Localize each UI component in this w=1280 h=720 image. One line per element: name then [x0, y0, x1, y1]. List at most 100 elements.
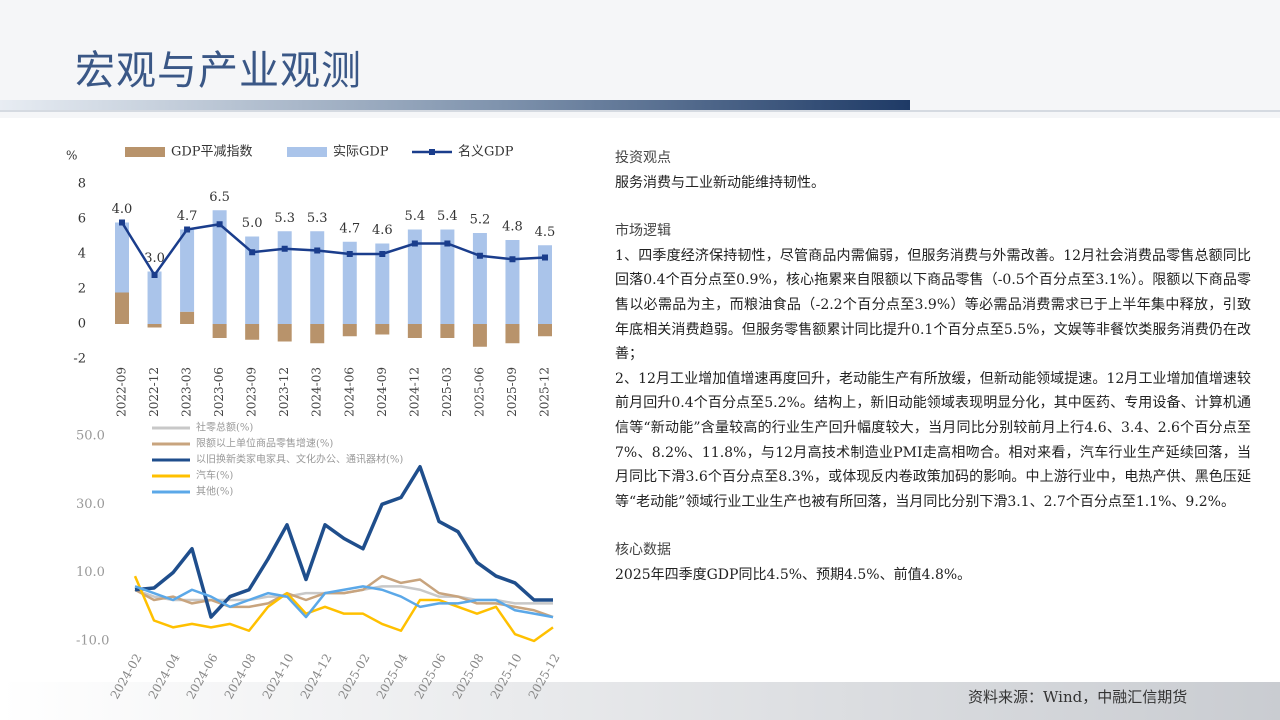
legend-label: 其他(%) — [196, 485, 233, 498]
bar — [212, 324, 227, 338]
bar — [538, 245, 552, 324]
y-axis-label: % — [66, 149, 77, 163]
x-tick-label: 2023-09 — [245, 367, 259, 417]
paragraph: 1、四季度经济保持韧性，尽管商品内需偏弱，但服务消费与外需改善。12月社会消费品… — [615, 247, 1251, 363]
legend-label: GDP平减指数 — [171, 145, 253, 160]
x-tick-label: 2023-03 — [180, 367, 194, 417]
line — [134, 574, 554, 619]
footer-band — [0, 682, 1280, 720]
paragraph: 2、12月工业增加值增速再度回升，老动能生产有所放缓，但新动能领域提速。12月工… — [615, 370, 1251, 510]
value-label: 4.7 — [339, 221, 360, 236]
line-point — [119, 219, 125, 226]
line-point — [281, 245, 288, 252]
line-point — [346, 251, 353, 257]
bar — [342, 241, 357, 324]
legend-swatch — [429, 149, 435, 155]
y-tick-label: -10.0 — [76, 634, 109, 649]
x-tick-label: 2022-12 — [147, 367, 161, 417]
bar — [407, 229, 422, 324]
bar — [472, 233, 487, 324]
x-tick-label: 2025-12 — [538, 367, 552, 417]
line-point — [509, 256, 516, 263]
y-tick-label: 2 — [78, 282, 86, 297]
line — [133, 575, 554, 643]
x-tick-label: 2024-12 — [407, 367, 421, 417]
bar — [147, 271, 162, 324]
source-note: 资料来源：Wind，中融汇信期货 — [968, 688, 1188, 706]
section-heading: 市场逻辑 — [615, 223, 671, 240]
y-tick-label: -2 — [73, 352, 86, 367]
value-label: 4.5 — [535, 225, 556, 240]
bar — [147, 324, 162, 328]
bar — [180, 311, 195, 324]
x-tick-label: 2023-06 — [212, 367, 226, 417]
line — [120, 221, 546, 278]
bar — [245, 324, 260, 340]
x-tick-label: 2025-06 — [472, 367, 486, 417]
line-point — [314, 247, 321, 254]
bar — [310, 231, 325, 324]
bar — [375, 243, 390, 324]
y-tick-label: 4 — [78, 247, 86, 262]
value-label: 4.0 — [112, 202, 133, 217]
header-band — [0, 100, 910, 110]
bar — [245, 236, 260, 324]
value-label: 5.4 — [405, 209, 426, 224]
legend-swatch — [125, 147, 165, 157]
y-tick-label: 30.0 — [76, 497, 105, 512]
bar — [277, 324, 292, 342]
line-point — [411, 240, 418, 247]
paragraph: 服务消费与工业新动能维持韧性。 — [615, 174, 825, 191]
line-point — [249, 249, 256, 256]
x-tick-label: 2023-12 — [277, 367, 291, 417]
bar — [472, 324, 487, 347]
bar — [115, 222, 129, 293]
slide-title: 宏观与产业观测 — [75, 48, 362, 94]
x-tick-label: 2022-09 — [115, 367, 129, 417]
section-heading: 核心数据 — [615, 542, 671, 559]
legend-label: 社零总额(%) — [196, 421, 253, 434]
legend-label: 实际GDP — [333, 145, 389, 160]
value-label: 5.3 — [274, 211, 295, 226]
y-tick-label: 6 — [78, 212, 86, 227]
line — [134, 585, 554, 619]
paragraph: 2025年四季度GDP同比4.5%、预期4.5%、前值4.8%。 — [615, 566, 972, 583]
line-point — [444, 240, 451, 247]
line-point — [184, 226, 191, 233]
bar — [440, 229, 455, 324]
line-point — [542, 254, 548, 261]
legend-swatch — [287, 147, 327, 157]
bar — [407, 324, 422, 338]
value-label: 5.3 — [307, 211, 328, 226]
bar — [505, 240, 520, 324]
y-tick-label: 8 — [78, 177, 86, 192]
legend-label: 限额以上单位商品零售增速(%) — [196, 437, 333, 450]
bar — [310, 324, 325, 344]
header-rule — [0, 110, 1280, 112]
text-panel: 投资观点 服务消费与工业新动能维持韧性。 市场逻辑 1、四季度经济保持韧性，尽管… — [615, 146, 1251, 588]
line-point — [151, 272, 158, 278]
value-label: 6.5 — [209, 190, 230, 205]
legend-label: 名义GDP — [458, 144, 514, 160]
x-tick-label: 2024-03 — [310, 367, 324, 417]
section-heading: 投资观点 — [615, 150, 671, 166]
x-tick-label: 2024-09 — [375, 367, 389, 417]
x-tick-label: 2024-06 — [342, 367, 356, 417]
y-tick-label: 50.0 — [76, 429, 105, 444]
line-point — [476, 252, 483, 259]
bar — [375, 324, 390, 335]
legend-label: 以旧换新类家电家具、文化办公、通讯器材(%) — [196, 453, 403, 466]
value-label: 4.8 — [502, 220, 523, 235]
bar — [180, 229, 195, 312]
line-point — [379, 251, 386, 257]
bar — [277, 231, 292, 324]
bar — [342, 324, 357, 337]
bar — [212, 210, 227, 324]
line-point — [216, 221, 223, 228]
bar — [538, 324, 552, 337]
bar — [115, 292, 129, 324]
value-label: 4.7 — [177, 209, 198, 224]
x-tick-label: 2025-09 — [505, 367, 519, 417]
